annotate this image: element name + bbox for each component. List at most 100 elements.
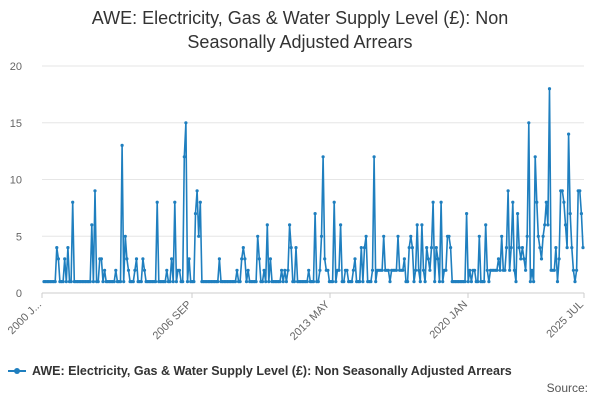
data-point[interactable]	[182, 155, 186, 159]
data-point[interactable]	[412, 280, 416, 284]
data-point[interactable]	[503, 268, 507, 272]
series-line[interactable]	[44, 87, 584, 283]
data-point[interactable]	[423, 280, 427, 284]
data-point[interactable]	[426, 257, 430, 261]
data-point[interactable]	[506, 189, 510, 193]
data-point[interactable]	[103, 268, 107, 272]
data-point[interactable]	[254, 280, 258, 284]
data-point[interactable]	[353, 257, 357, 261]
data-point[interactable]	[473, 268, 477, 272]
data-point[interactable]	[396, 234, 400, 238]
data-point[interactable]	[198, 200, 202, 204]
data-point[interactable]	[581, 246, 585, 250]
data-point[interactable]	[170, 257, 174, 261]
data-point[interactable]	[257, 257, 261, 261]
data-point[interactable]	[243, 257, 247, 261]
data-point[interactable]	[522, 257, 526, 261]
data-point[interactable]	[345, 268, 349, 272]
data-point[interactable]	[342, 280, 346, 284]
data-point[interactable]	[495, 268, 499, 272]
data-point[interactable]	[511, 200, 515, 204]
data-point[interactable]	[350, 280, 354, 284]
data-point[interactable]	[520, 246, 525, 250]
data-point[interactable]	[437, 280, 442, 284]
data-point[interactable]	[118, 280, 123, 284]
data-point[interactable]	[283, 268, 287, 272]
data-point[interactable]	[93, 189, 97, 193]
data-point[interactable]	[265, 223, 269, 227]
data-point[interactable]	[88, 280, 92, 284]
data-point[interactable]	[496, 257, 501, 261]
data-point[interactable]	[578, 189, 582, 193]
data-point[interactable]	[565, 246, 569, 250]
data-point[interactable]	[163, 280, 167, 284]
data-point[interactable]	[334, 280, 338, 284]
data-point[interactable]	[519, 257, 523, 261]
data-point[interactable]	[332, 200, 336, 204]
data-point[interactable]	[568, 212, 572, 216]
data-point[interactable]	[90, 223, 94, 227]
data-point[interactable]	[524, 268, 528, 272]
data-point[interactable]	[359, 246, 363, 250]
data-point[interactable]	[407, 246, 411, 250]
data-point[interactable]	[447, 234, 451, 238]
data-point[interactable]	[434, 246, 438, 250]
data-point[interactable]	[573, 280, 577, 284]
data-point[interactable]	[171, 280, 175, 284]
data-point[interactable]	[114, 268, 118, 272]
data-point[interactable]	[155, 200, 159, 204]
data-point[interactable]	[316, 280, 320, 284]
data-point[interactable]	[63, 257, 67, 261]
data-point[interactable]	[536, 234, 540, 238]
data-point[interactable]	[410, 246, 414, 250]
data-point[interactable]	[142, 268, 147, 272]
data-point[interactable]	[177, 268, 182, 272]
data-point[interactable]	[238, 280, 242, 284]
data-point[interactable]	[369, 280, 373, 284]
data-point[interactable]	[466, 280, 470, 284]
data-point[interactable]	[292, 280, 296, 284]
data-point[interactable]	[516, 212, 520, 216]
data-point[interactable]	[294, 246, 298, 250]
data-point[interactable]	[477, 234, 481, 238]
data-point[interactable]	[554, 246, 558, 250]
data-point[interactable]	[463, 280, 467, 284]
data-point[interactable]	[311, 280, 316, 284]
data-point[interactable]	[401, 268, 405, 272]
data-point[interactable]	[168, 280, 172, 284]
data-point[interactable]	[418, 280, 422, 284]
data-point[interactable]	[217, 257, 221, 261]
data-point[interactable]	[262, 268, 266, 272]
data-point[interactable]	[235, 268, 239, 272]
data-point[interactable]	[372, 155, 376, 159]
data-point[interactable]	[571, 268, 576, 272]
data-point[interactable]	[133, 268, 137, 272]
data-point[interactable]	[240, 257, 244, 261]
data-point[interactable]	[71, 200, 75, 204]
data-point[interactable]	[433, 280, 437, 284]
data-point[interactable]	[307, 268, 311, 272]
data-point[interactable]	[318, 268, 322, 272]
data-point[interactable]	[532, 280, 536, 284]
data-point[interactable]	[131, 280, 135, 284]
data-point[interactable]	[567, 132, 571, 136]
data-point[interactable]	[184, 121, 188, 125]
data-point[interactable]	[284, 280, 288, 284]
data-point[interactable]	[351, 268, 355, 272]
data-point[interactable]	[264, 280, 268, 284]
data-point[interactable]	[339, 223, 343, 227]
data-point[interactable]	[560, 189, 564, 193]
data-point[interactable]	[498, 268, 502, 272]
data-point[interactable]	[165, 268, 169, 272]
data-point[interactable]	[469, 280, 473, 284]
data-point[interactable]	[431, 200, 435, 204]
data-point[interactable]	[319, 234, 324, 238]
data-point[interactable]	[112, 280, 116, 284]
data-point[interactable]	[321, 155, 325, 159]
data-point[interactable]	[154, 280, 158, 284]
data-point[interactable]	[406, 280, 410, 284]
data-point[interactable]	[533, 155, 537, 159]
data-point[interactable]	[485, 268, 489, 272]
data-point[interactable]	[409, 234, 413, 238]
data-point[interactable]	[358, 280, 362, 284]
